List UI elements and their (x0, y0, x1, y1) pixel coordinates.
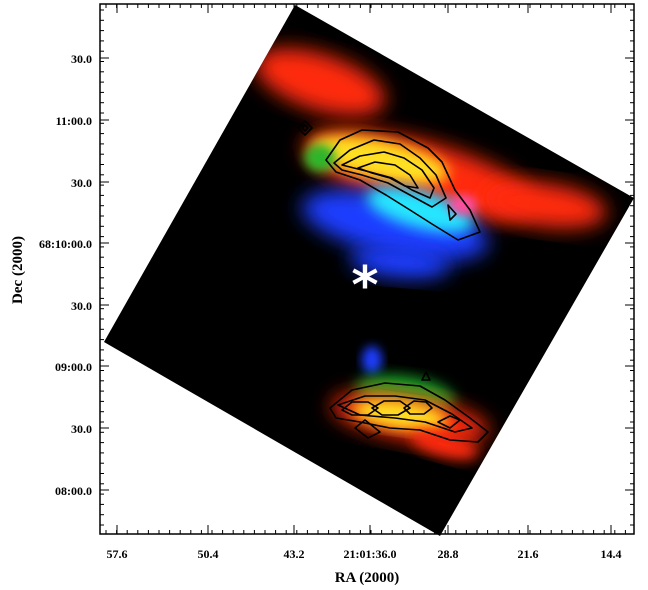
north-lobe (254, 48, 607, 279)
contour-overlay (297, 120, 489, 443)
x-tick-label: 57.6 (107, 547, 128, 561)
y-tick-label: 68:10:00.0 (39, 237, 92, 251)
y-tick-label: 30.0 (71, 422, 92, 436)
x-tick-label: 21:01:36.0 (344, 547, 397, 561)
x-axis-title: RA (2000) (335, 570, 400, 586)
y-tick-label: 11:00.0 (56, 114, 92, 128)
y-tick-label: 30.0 (71, 299, 92, 313)
y-tick-labels: 30.0 11:00.0 30.0 68:10:00.0 30.0 09:00.… (39, 52, 92, 498)
x-tick-label: 21.6 (518, 547, 539, 561)
y-tick-label: 30.0 (71, 52, 92, 66)
x-tick-label: 14.4 (601, 547, 622, 561)
x-tick-labels: 57.6 50.4 43.2 21:01:36.0 28.8 21.6 14.4 (107, 547, 622, 561)
y-tick-label: 08:00.0 (55, 484, 92, 498)
plot-frame (99, 3, 635, 535)
y-tick-label: 09:00.0 (55, 360, 92, 374)
x-tick-label: 43.2 (284, 547, 305, 561)
axis-ticks (100, 4, 634, 534)
x-tick-label: 50.4 (198, 547, 219, 561)
y-axis-title: Dec (2000) (10, 236, 26, 304)
star-marker: * (351, 256, 378, 316)
y-tick-label: 30.0 (71, 176, 92, 190)
x-tick-label: 28.8 (438, 547, 459, 561)
